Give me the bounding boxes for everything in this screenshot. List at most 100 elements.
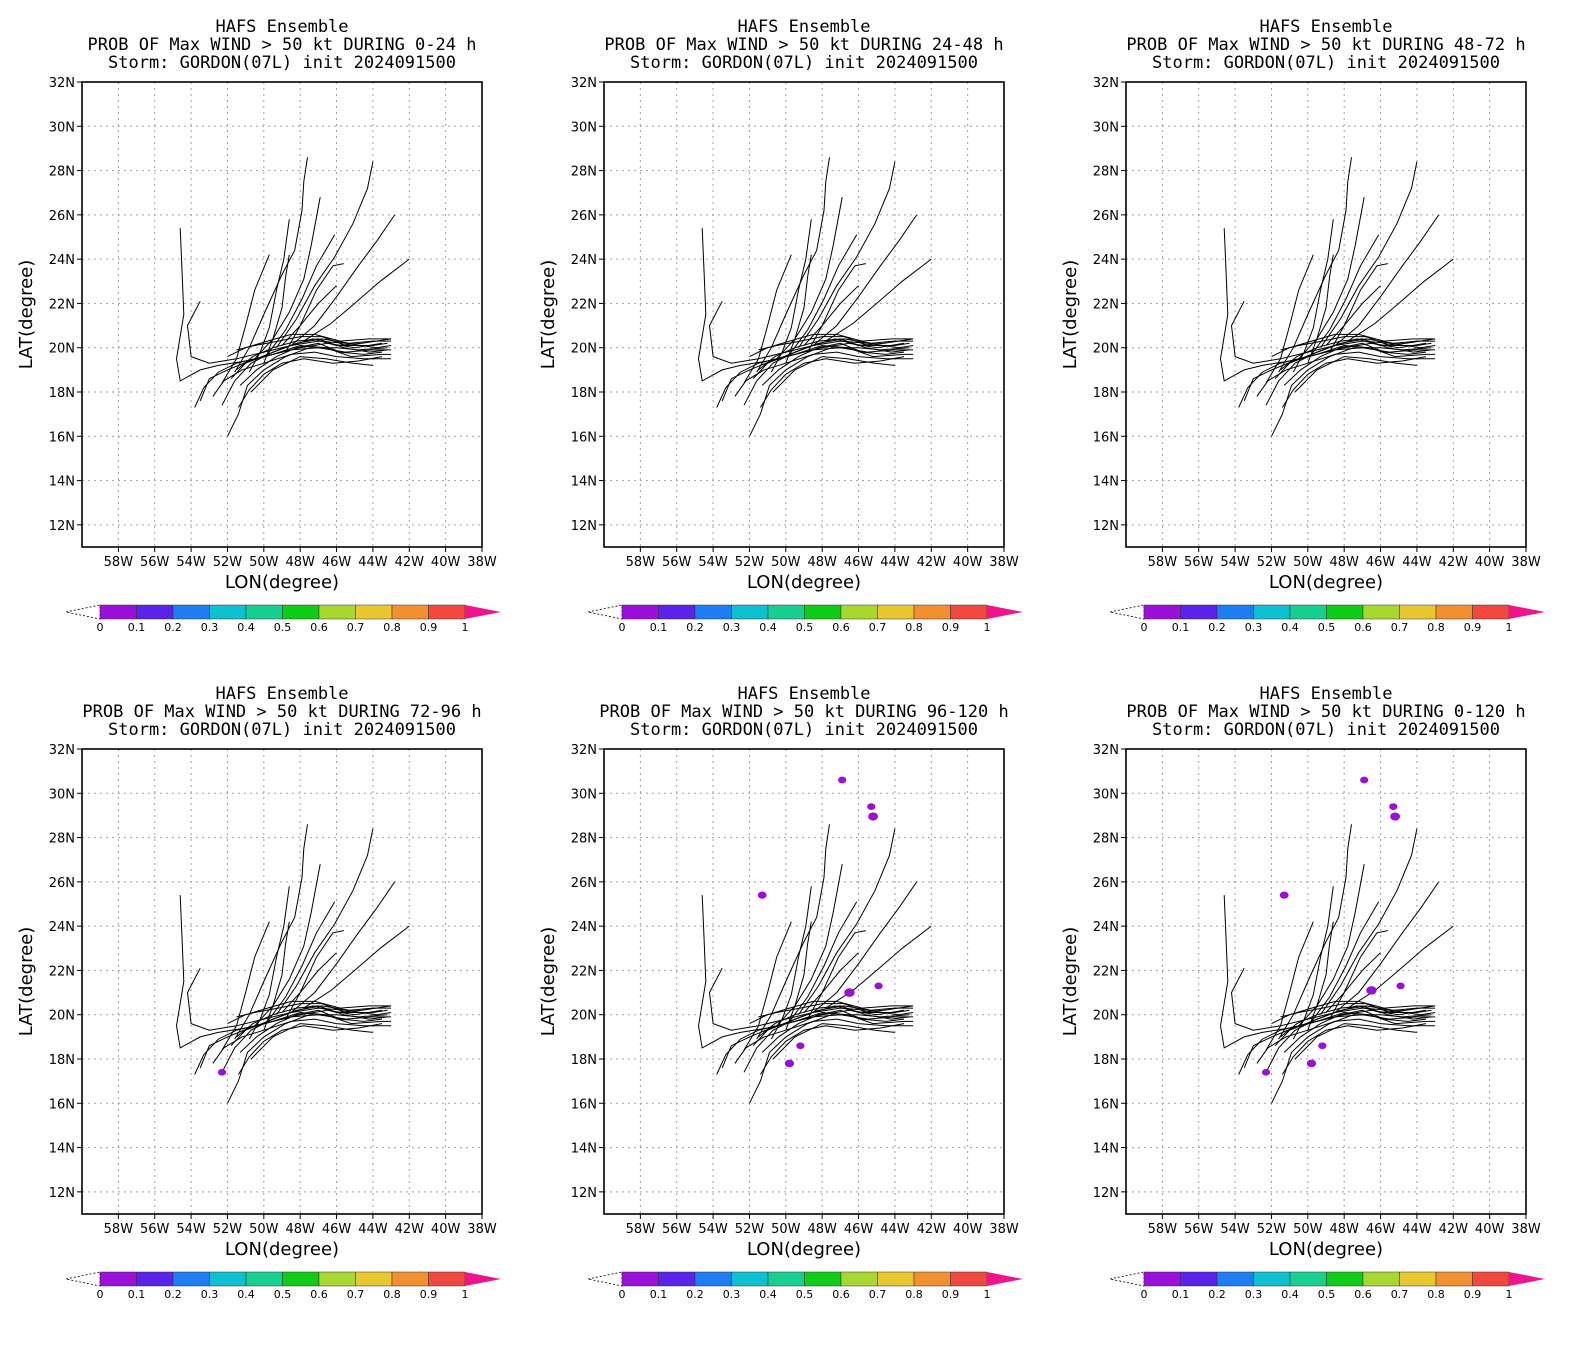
y-tick-label: 22N <box>571 297 597 312</box>
y-tick-label: 20N <box>1093 1009 1119 1024</box>
x-tick-label: 48W <box>807 555 837 570</box>
colorbar: 0 0.1 0.2 0.3 0.4 0.5 0.6 0.7 0.8 0.9 1 <box>65 604 501 634</box>
x-tick-label: 54W <box>698 555 728 570</box>
track-line <box>236 1005 388 1038</box>
chart-title-line-2: PROB OF Max WIND > 50 kt DURING 72-96 h <box>82 702 481 722</box>
y-tick-label: 24N <box>49 920 75 935</box>
track-line <box>221 921 270 1051</box>
colorbar-swatch <box>767 1271 805 1287</box>
colorbar-label: 1 <box>462 1288 469 1301</box>
y-tick-label: 30N <box>49 120 75 135</box>
track-line <box>276 161 374 348</box>
track-line <box>1320 828 1418 1015</box>
track-line <box>1311 901 1380 1022</box>
colorbar-label: 0 <box>619 1288 626 1301</box>
colorbar-swatch <box>1289 604 1327 620</box>
y-tick-label: 22N <box>1093 297 1119 312</box>
y-tick-label: 12N <box>571 1186 597 1201</box>
track-line <box>789 901 858 1022</box>
x-tick-label: 48W <box>285 555 315 570</box>
probability-area <box>838 776 847 784</box>
track-line <box>716 347 914 408</box>
colorbar-label: 0 <box>97 621 104 634</box>
y-tick-label: 28N <box>1093 165 1119 180</box>
probability-area <box>217 1068 227 1076</box>
colorbar: 0 0.1 0.2 0.3 0.4 0.5 0.6 0.7 0.8 0.9 1 <box>1109 604 1545 634</box>
colorbar-over-triangle <box>987 605 1023 619</box>
x-tick-label: 44W <box>358 555 388 570</box>
colorbar-label: 0.1 <box>1172 621 1190 634</box>
colorbar-label: 0.2 <box>686 621 704 634</box>
colorbar-swatch <box>1362 1271 1400 1287</box>
track-line <box>267 234 336 355</box>
x-tick-label: 56W <box>662 1222 692 1237</box>
chart-title-line-1: HAFS Ensemble <box>1259 684 1392 704</box>
y-tick-label: 22N <box>49 297 75 312</box>
track-line <box>785 921 812 1031</box>
colorbar-swatch <box>428 604 466 620</box>
track-line <box>237 1023 383 1075</box>
track-line <box>1283 342 1427 386</box>
track-line <box>770 886 812 1040</box>
y-axis-label: LAT(degree) <box>538 927 559 1036</box>
colorbar-swatch <box>767 604 805 620</box>
x-tick-label: 52W <box>213 555 243 570</box>
track-line <box>1280 338 1432 371</box>
colorbar-label: 0.1 <box>650 621 668 634</box>
colorbar-swatch <box>1399 604 1437 620</box>
track-line <box>221 1005 392 1073</box>
y-tick-label: 28N <box>49 165 75 180</box>
track-line <box>1265 921 1314 1051</box>
colorbar-under-triangle <box>587 604 623 620</box>
track-line <box>776 197 843 360</box>
colorbar-swatch <box>1326 604 1364 620</box>
track-line <box>825 925 932 1009</box>
x-tick-label: 54W <box>1220 555 1250 570</box>
x-tick-label: 38W <box>467 555 497 570</box>
colorbar-swatch <box>136 1271 174 1287</box>
ensemble-tracks <box>697 157 932 437</box>
colorbar-label: 0.6 <box>1354 1288 1372 1301</box>
x-tick-label: 48W <box>1329 555 1359 570</box>
x-tick-label: 44W <box>880 555 910 570</box>
y-tick-label: 12N <box>571 519 597 534</box>
track-line <box>1294 356 1417 393</box>
colorbar-swatch <box>694 1271 732 1287</box>
x-tick-label: 48W <box>285 1222 315 1237</box>
y-tick-label: 30N <box>49 787 75 802</box>
y-tick-label: 16N <box>49 430 75 445</box>
colorbar-label: 0 <box>619 621 626 634</box>
x-tick-label: 58W <box>1148 1222 1178 1237</box>
probability-area <box>874 982 883 990</box>
colorbar-swatch <box>1253 604 1291 620</box>
x-tick-label: 52W <box>213 1222 243 1237</box>
colorbar-swatch <box>1472 1271 1510 1287</box>
track-line <box>221 338 392 406</box>
track-line <box>248 219 290 373</box>
x-tick-label: 56W <box>1184 555 1214 570</box>
y-tick-label: 24N <box>1093 920 1119 935</box>
colorbar-label: 0.3 <box>723 1288 741 1301</box>
colorbar-label: 0 <box>1141 621 1148 634</box>
plot-frame <box>603 81 1005 548</box>
chart-title-line-2: PROB OF Max WIND > 50 kt DURING 96-120 h <box>599 702 1008 722</box>
track-line <box>1265 1005 1436 1073</box>
colorbar-swatch <box>804 1271 842 1287</box>
y-tick-label: 24N <box>1093 253 1119 268</box>
colorbar-label: 0.9 <box>942 1288 960 1301</box>
x-tick-label: 48W <box>1329 1222 1359 1237</box>
colorbar-swatch <box>621 604 659 620</box>
chart-title-line-3: Storm: GORDON(07L) init 2024091500 <box>1152 720 1500 740</box>
colorbar-label: 0.2 <box>164 1288 182 1301</box>
y-tick-label: 20N <box>571 1009 597 1024</box>
colorbar-label: 0.3 <box>201 621 219 634</box>
y-tick-label: 24N <box>571 920 597 935</box>
chart-title-line-2: PROB OF Max WIND > 50 kt DURING 48-72 h <box>1126 35 1525 55</box>
y-tick-label: 16N <box>1093 1097 1119 1112</box>
track-line <box>1294 1023 1417 1060</box>
colorbar-swatch <box>391 1271 429 1287</box>
colorbar-label: 0.6 <box>1354 621 1372 634</box>
x-tick-label: 42W <box>1439 1222 1469 1237</box>
colorbar-under-triangle <box>65 1271 101 1287</box>
